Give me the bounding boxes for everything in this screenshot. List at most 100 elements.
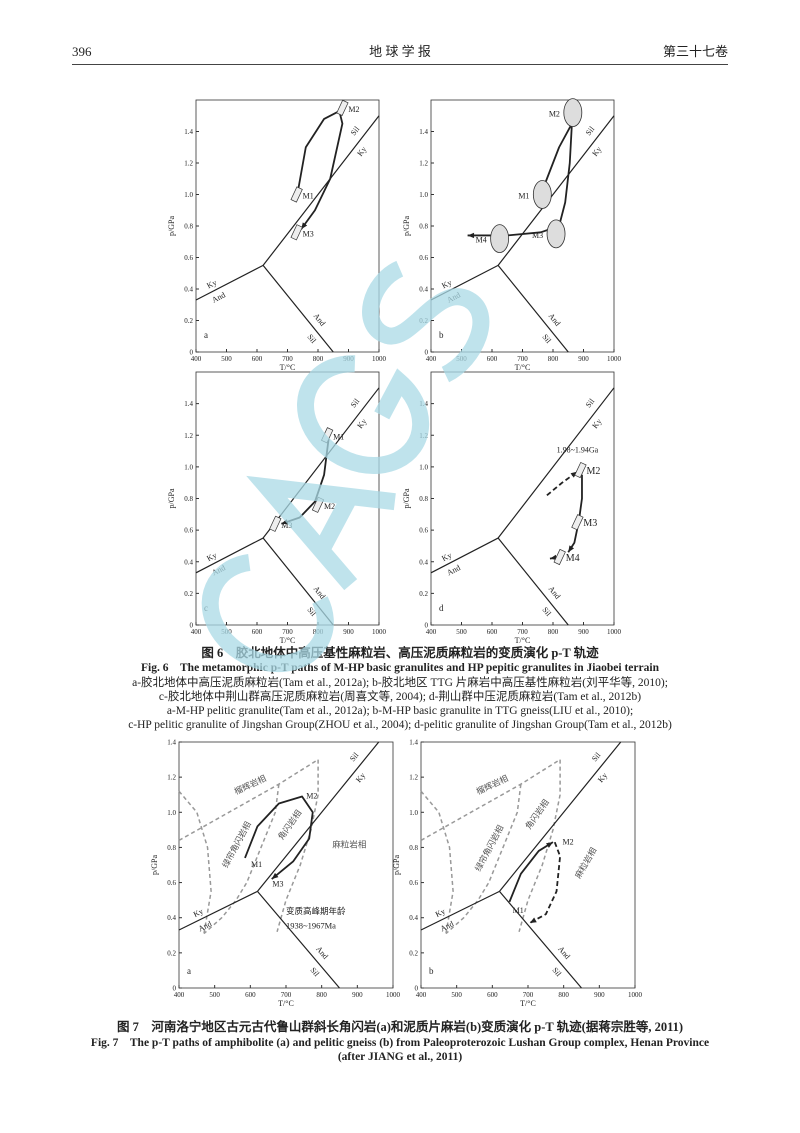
- phase-label-and: And: [445, 290, 461, 304]
- facies-label: 麻粒岩相: [573, 846, 599, 880]
- arrow-head: [271, 872, 279, 880]
- arrow-head: [549, 554, 557, 561]
- y-tick-label: 0.2: [409, 949, 418, 957]
- and-sil-boundary: [497, 264, 569, 353]
- y-tick-label: 0.4: [419, 558, 428, 566]
- facies-boundary: [276, 759, 319, 932]
- x-tick-label: 1000: [372, 628, 387, 636]
- y-tick-label: 0.2: [184, 317, 193, 325]
- y-tick-label: 1.2: [419, 432, 428, 440]
- x-tick-label: 800: [558, 991, 569, 999]
- phase-label-sil: Sil: [540, 332, 553, 345]
- phase-label-ky: Ky: [596, 771, 609, 784]
- phase-label-and: And: [197, 919, 213, 933]
- phase-label-and: And: [312, 311, 328, 327]
- mineral-assemblage-box: [290, 224, 303, 241]
- facies-boundary: [445, 784, 522, 935]
- facies-boundary: [518, 759, 561, 932]
- eclogite-boundary: [420, 758, 561, 842]
- y-tick-label: 0.2: [419, 590, 428, 598]
- x-tick-label: 600: [252, 628, 263, 636]
- panel-label: a: [187, 966, 191, 976]
- y-tick-label: 1.4: [184, 400, 193, 408]
- phase-label-sil: Sil: [349, 396, 362, 409]
- x-tick-label: 500: [456, 628, 467, 636]
- ky-and-boundary: [430, 537, 499, 574]
- x-tick-label: 700: [282, 628, 293, 636]
- mineral-assemblage-ellipse: [490, 224, 510, 254]
- pt-path: [567, 474, 583, 553]
- pt-path: [244, 795, 314, 880]
- y-tick-label: 0: [415, 985, 419, 993]
- y-axis-label: p/GPa: [167, 216, 176, 236]
- x-tick-label: 700: [282, 355, 293, 363]
- x-axis-label: T/°C: [520, 999, 536, 1008]
- facies-label: 绿帘角闪岩相: [473, 823, 506, 873]
- ky-sil-boundary: [262, 115, 380, 266]
- x-tick-label: 800: [316, 991, 327, 999]
- phase-label-ky: Ky: [434, 907, 447, 919]
- y-tick-label: 0: [190, 349, 194, 357]
- phase-label-and: And: [445, 563, 461, 577]
- x-axis-label: T/°C: [515, 636, 531, 645]
- y-tick-label: 1.0: [419, 463, 428, 471]
- y-tick-label: 0.2: [167, 949, 176, 957]
- fig7-panel-a: [178, 741, 394, 989]
- x-tick-label: 700: [517, 628, 528, 636]
- phase-label-and: And: [556, 945, 572, 961]
- y-tick-label: 0.6: [419, 527, 428, 535]
- y-tick-label: 1.4: [409, 739, 418, 747]
- phase-label-ky: Ky: [440, 278, 453, 290]
- and-sil-boundary: [262, 537, 334, 626]
- phase-label-ky: Ky: [440, 551, 453, 563]
- y-tick-label: 1.2: [409, 774, 418, 782]
- phase-label-sil: Sil: [348, 750, 361, 763]
- stage-label: M2: [549, 110, 560, 119]
- phase-label-sil: Sil: [305, 332, 318, 345]
- x-axis-label: T/°C: [278, 999, 294, 1008]
- ky-sil-boundary: [262, 387, 380, 539]
- y-tick-label: 0.8: [409, 844, 418, 852]
- y-tick-label: 0.4: [184, 558, 193, 566]
- phase-label-sil: Sil: [590, 750, 603, 763]
- arrow-head: [546, 842, 553, 848]
- stage-label: M3: [583, 518, 597, 529]
- facies-label: 角闪岩相: [523, 797, 551, 831]
- x-tick-label: 900: [578, 628, 589, 636]
- y-tick-label: 0.8: [184, 223, 193, 231]
- peak-age-value: 1938~1967Ma: [286, 920, 336, 930]
- y-tick-label: 1.2: [184, 432, 193, 440]
- x-axis-label: T/°C: [280, 636, 296, 645]
- arrow-head: [467, 232, 475, 239]
- y-tick-label: 1.0: [419, 191, 428, 199]
- y-tick-label: 0.8: [419, 495, 428, 503]
- pt-path: [508, 841, 554, 903]
- y-tick-label: 0.6: [184, 254, 193, 262]
- y-tick-label: 1.2: [419, 160, 428, 168]
- phase-label-and: And: [210, 563, 226, 577]
- stage-label: M2: [348, 105, 359, 114]
- page-number: 396: [72, 44, 92, 59]
- x-axis-label: T/°C: [515, 363, 531, 372]
- ky-and-boundary: [420, 890, 500, 931]
- x-tick-label: 900: [578, 355, 589, 363]
- x-tick-label: 600: [245, 991, 256, 999]
- fig6-panel-c: [195, 371, 380, 626]
- y-tick-label: 0.8: [184, 495, 193, 503]
- stage-label: M3: [303, 229, 314, 238]
- mineral-assemblage-box: [553, 548, 566, 566]
- stage-label: M2: [324, 502, 335, 511]
- x-tick-label: 800: [548, 355, 559, 363]
- plot-frame: [195, 99, 380, 353]
- arrow-head: [529, 917, 537, 923]
- x-tick-label: 1000: [607, 355, 622, 363]
- y-tick-label: 1.4: [184, 128, 193, 136]
- fig6-panel-b: [430, 98, 615, 353]
- fig7-panel-b: [420, 741, 636, 989]
- fig6-note-en-1: a-M-HP pelitic granulite(Tam et al., 201…: [166, 705, 634, 717]
- y-tick-label: 1.0: [409, 809, 418, 817]
- mineral-assemblage-ellipse: [546, 219, 566, 249]
- phase-label-ky: Ky: [205, 551, 218, 563]
- panel-label: b: [439, 330, 444, 340]
- panel-label: d: [439, 603, 444, 613]
